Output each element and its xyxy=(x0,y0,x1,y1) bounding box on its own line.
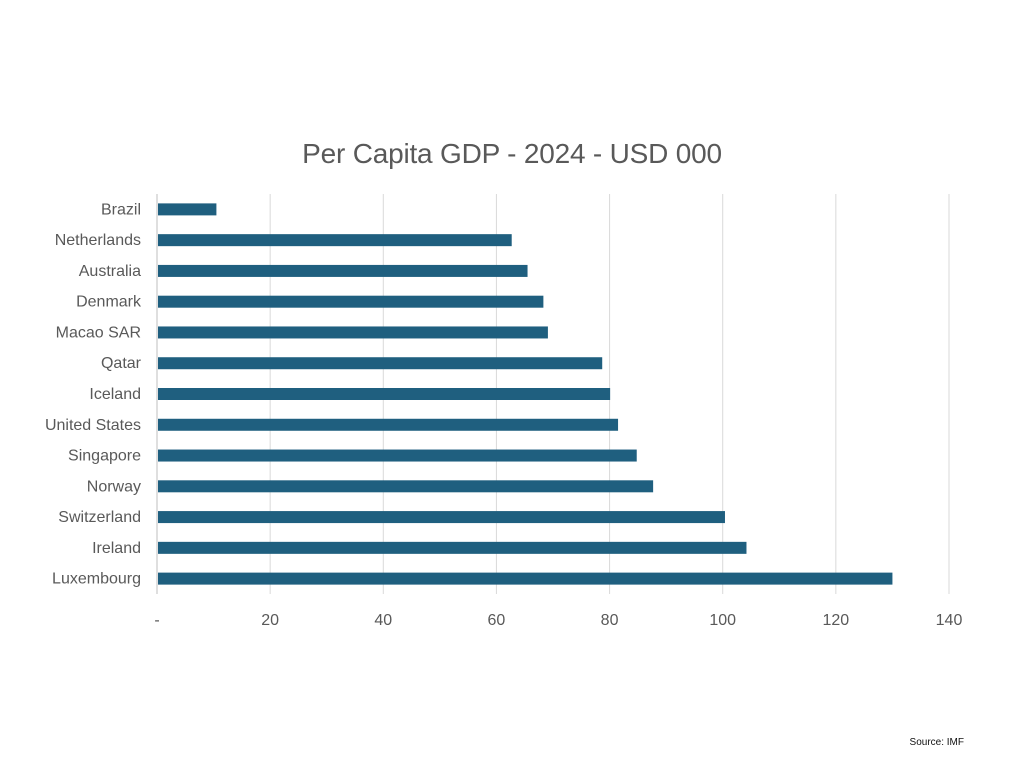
chart-title: Per Capita GDP - 2024 - USD 000 xyxy=(302,138,722,169)
x-tick-label: 140 xyxy=(936,612,963,629)
category-label: Luxembourg xyxy=(52,571,141,588)
bar-brazil xyxy=(158,203,217,216)
bar-iceland xyxy=(158,388,611,400)
x-tick-label: 40 xyxy=(374,612,392,629)
category-label: Australia xyxy=(79,263,141,280)
bar-singapore xyxy=(158,449,637,462)
category-label: Singapore xyxy=(68,448,141,465)
category-label: Brazil xyxy=(101,201,141,218)
bar-luxembourg xyxy=(158,572,893,585)
x-tick-label: 60 xyxy=(488,612,506,629)
x-tick-label: 80 xyxy=(601,612,619,629)
category-label: Iceland xyxy=(89,386,141,403)
category-label: Netherlands xyxy=(55,232,141,249)
bar-norway xyxy=(158,480,654,493)
x-tick-label: - xyxy=(154,612,159,629)
x-tick-label: 20 xyxy=(261,612,279,629)
category-label: Macao SAR xyxy=(56,324,141,341)
bar-switzerland xyxy=(158,511,725,524)
bar-united-states xyxy=(158,418,619,431)
category-label: Switzerland xyxy=(58,509,141,526)
bar-macao-sar xyxy=(158,326,548,339)
category-label: Denmark xyxy=(76,294,142,311)
bar-ireland xyxy=(158,541,747,554)
category-label: Ireland xyxy=(92,540,141,557)
bar-qatar xyxy=(158,357,603,370)
category-label: United States xyxy=(45,417,141,434)
category-label: Norway xyxy=(87,478,141,495)
bar-australia xyxy=(158,264,528,277)
source-note: Source: IMF xyxy=(909,737,964,748)
category-label: Qatar xyxy=(101,355,142,372)
x-tick-label: 120 xyxy=(823,612,850,629)
bar-denmark xyxy=(158,295,544,308)
bar-netherlands xyxy=(158,234,512,247)
x-tick-label: 100 xyxy=(709,612,736,629)
